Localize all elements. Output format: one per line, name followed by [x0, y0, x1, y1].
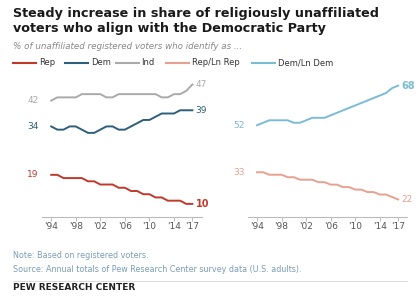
Text: Ind: Ind [142, 59, 155, 67]
Text: 52: 52 [234, 121, 245, 130]
Text: Rep/Ln Rep: Rep/Ln Rep [192, 59, 240, 67]
Text: 47: 47 [195, 80, 207, 89]
Text: 10: 10 [195, 199, 209, 209]
Text: 33: 33 [233, 168, 245, 177]
Text: 68: 68 [401, 80, 415, 91]
Text: 19: 19 [27, 170, 39, 179]
Text: Dem: Dem [91, 59, 111, 67]
Text: Note: Based on registered voters.: Note: Based on registered voters. [13, 251, 148, 260]
Text: Source: Annual totals of Pew Research Center survey data (U.S. adults).: Source: Annual totals of Pew Research Ce… [13, 265, 301, 274]
Text: % of unaffiliated registered voters who identify as ...: % of unaffiliated registered voters who … [13, 42, 242, 51]
Text: voters who align with the Democratic Party: voters who align with the Democratic Par… [13, 22, 326, 35]
Text: 42: 42 [28, 96, 39, 105]
Text: Steady increase in share of religiously unaffiliated: Steady increase in share of religiously … [13, 7, 378, 20]
Text: 22: 22 [401, 195, 412, 204]
Text: 39: 39 [195, 106, 207, 115]
Text: PEW RESEARCH CENTER: PEW RESEARCH CENTER [13, 283, 135, 292]
Text: Rep: Rep [39, 59, 55, 67]
Text: Dem/Ln Dem: Dem/Ln Dem [278, 59, 333, 67]
Text: 34: 34 [28, 122, 39, 131]
